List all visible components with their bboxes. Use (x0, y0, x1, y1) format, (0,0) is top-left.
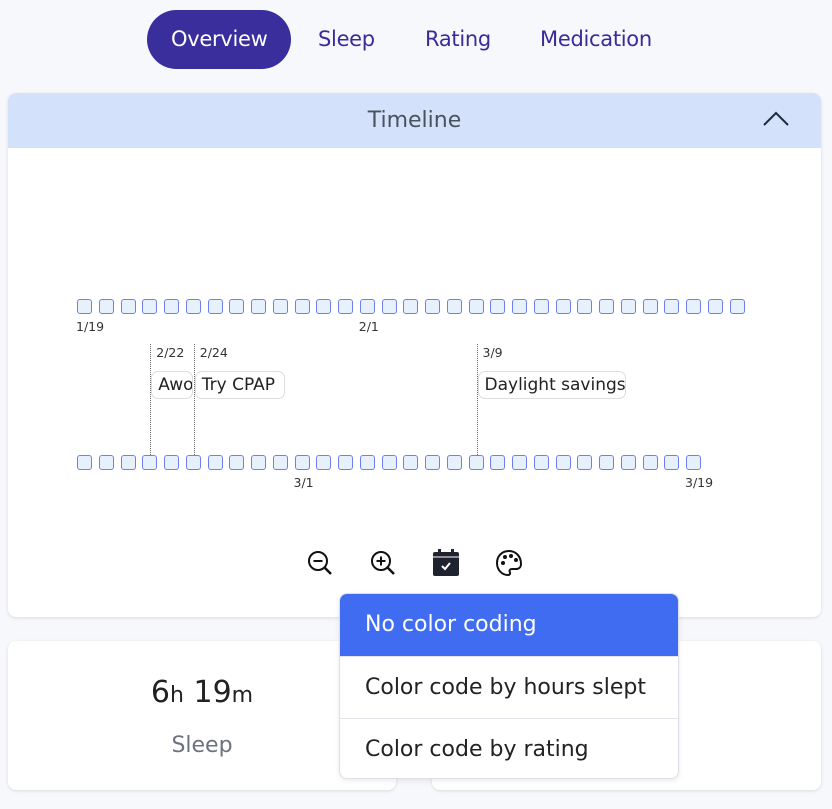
event-marker-line (476, 344, 478, 455)
day-cell[interactable] (251, 455, 266, 470)
sleep-stat-card: 6h 19m Sleep (8, 641, 396, 790)
day-cell[interactable] (207, 299, 223, 314)
timeline-card: Timeline (8, 93, 821, 617)
day-cell[interactable] (359, 299, 375, 314)
tab-bar: Overview Sleep Rating Medication (0, 10, 832, 69)
day-cell[interactable] (185, 455, 201, 470)
day-cell[interactable] (229, 299, 245, 314)
day-cell[interactable] (403, 455, 419, 470)
day-cell[interactable] (686, 299, 701, 314)
tab-medication[interactable]: Medication (540, 27, 652, 51)
color-coding-menu: No color coding Color code by hours slep… (339, 593, 679, 779)
sleep-hours: 6 (150, 675, 170, 710)
day-cell[interactable] (490, 299, 506, 314)
day-cell[interactable] (120, 299, 136, 314)
day-cell[interactable] (512, 455, 527, 470)
day-cell[interactable] (381, 299, 397, 314)
day-cell[interactable] (555, 455, 571, 470)
day-cell[interactable] (664, 455, 680, 470)
day-cell[interactable] (512, 299, 527, 314)
day-cell[interactable] (446, 299, 462, 314)
event-marker-line (193, 344, 195, 455)
day-cell[interactable] (77, 299, 92, 314)
calendar-check-icon[interactable] (431, 548, 461, 578)
date-label: 2/1 (358, 319, 379, 334)
chevron-up-icon[interactable] (763, 109, 789, 129)
day-cell[interactable] (98, 455, 114, 470)
tab-sleep[interactable]: Sleep (318, 27, 375, 51)
day-cell[interactable] (468, 299, 484, 314)
event-marker-line (150, 344, 152, 455)
timeline-header[interactable]: Timeline (8, 93, 821, 148)
event-date: 2/24 (199, 345, 228, 360)
menu-item-no-color-coding[interactable]: No color coding (340, 594, 678, 657)
day-cell[interactable] (642, 299, 658, 314)
day-cell[interactable] (98, 299, 114, 314)
day-cell[interactable] (164, 455, 179, 470)
sleep-duration: 6h 19m (8, 675, 396, 710)
day-cell[interactable] (642, 455, 658, 470)
date-label: 3/19 (685, 475, 714, 490)
day-cell[interactable] (468, 455, 484, 470)
sleep-minutes: 19 (193, 675, 232, 710)
day-cell[interactable] (425, 299, 440, 314)
minutes-unit: m (231, 683, 254, 708)
day-cell[interactable] (533, 299, 549, 314)
day-cell[interactable] (120, 455, 136, 470)
day-cell[interactable] (272, 299, 288, 314)
day-cell[interactable] (620, 299, 636, 314)
day-cell[interactable] (294, 455, 310, 470)
event-label[interactable]: Try CPAP (194, 371, 285, 399)
day-cell[interactable] (272, 455, 288, 470)
tab-overview[interactable]: Overview (147, 10, 292, 69)
event-label[interactable]: Daylight savings (477, 371, 626, 399)
day-cell[interactable] (316, 455, 332, 470)
day-cell[interactable] (316, 299, 332, 314)
hours-unit: h (169, 683, 184, 708)
day-cell[interactable] (338, 455, 353, 470)
day-cell[interactable] (425, 455, 440, 470)
day-cell[interactable] (599, 299, 614, 314)
day-cell[interactable] (555, 299, 571, 314)
sleep-stat-label: Sleep (171, 733, 233, 758)
day-cell[interactable] (533, 455, 549, 470)
day-cell[interactable] (664, 299, 680, 314)
event-date: 3/9 (482, 345, 503, 360)
day-cell[interactable] (403, 299, 419, 314)
day-cell[interactable] (294, 299, 310, 314)
date-label: 1/19 (76, 319, 105, 334)
day-cell[interactable] (490, 455, 506, 470)
palette-icon[interactable] (494, 548, 524, 578)
tab-rating[interactable]: Rating (425, 27, 491, 51)
day-cell[interactable] (729, 299, 745, 314)
day-cell[interactable] (707, 299, 723, 314)
zoom-out-icon[interactable] (305, 548, 335, 578)
date-label: 3/1 (293, 475, 314, 490)
day-cell[interactable] (599, 455, 614, 470)
day-cell[interactable] (142, 455, 158, 470)
day-cell[interactable] (185, 299, 201, 314)
day-cell[interactable] (577, 455, 593, 470)
day-cell[interactable] (164, 299, 179, 314)
day-cell[interactable] (229, 455, 245, 470)
day-cell[interactable] (381, 455, 397, 470)
day-cell[interactable] (77, 455, 92, 470)
day-cell[interactable] (207, 455, 223, 470)
timeline-title: Timeline (367, 108, 462, 133)
menu-item-color-by-rating[interactable]: Color code by rating (365, 737, 589, 762)
event-date: 2/22 (156, 345, 185, 360)
event-label[interactable]: Awoke (151, 371, 194, 399)
day-cell[interactable] (620, 455, 636, 470)
day-cell[interactable] (446, 455, 462, 470)
menu-item-color-by-hours[interactable]: Color code by hours slept (340, 657, 678, 719)
day-cell[interactable] (251, 299, 266, 314)
day-cell[interactable] (338, 299, 353, 314)
day-cell[interactable] (577, 299, 593, 314)
day-cell[interactable] (686, 455, 701, 470)
day-cell[interactable] (359, 455, 375, 470)
zoom-in-icon[interactable] (368, 548, 398, 578)
day-cell[interactable] (142, 299, 158, 314)
